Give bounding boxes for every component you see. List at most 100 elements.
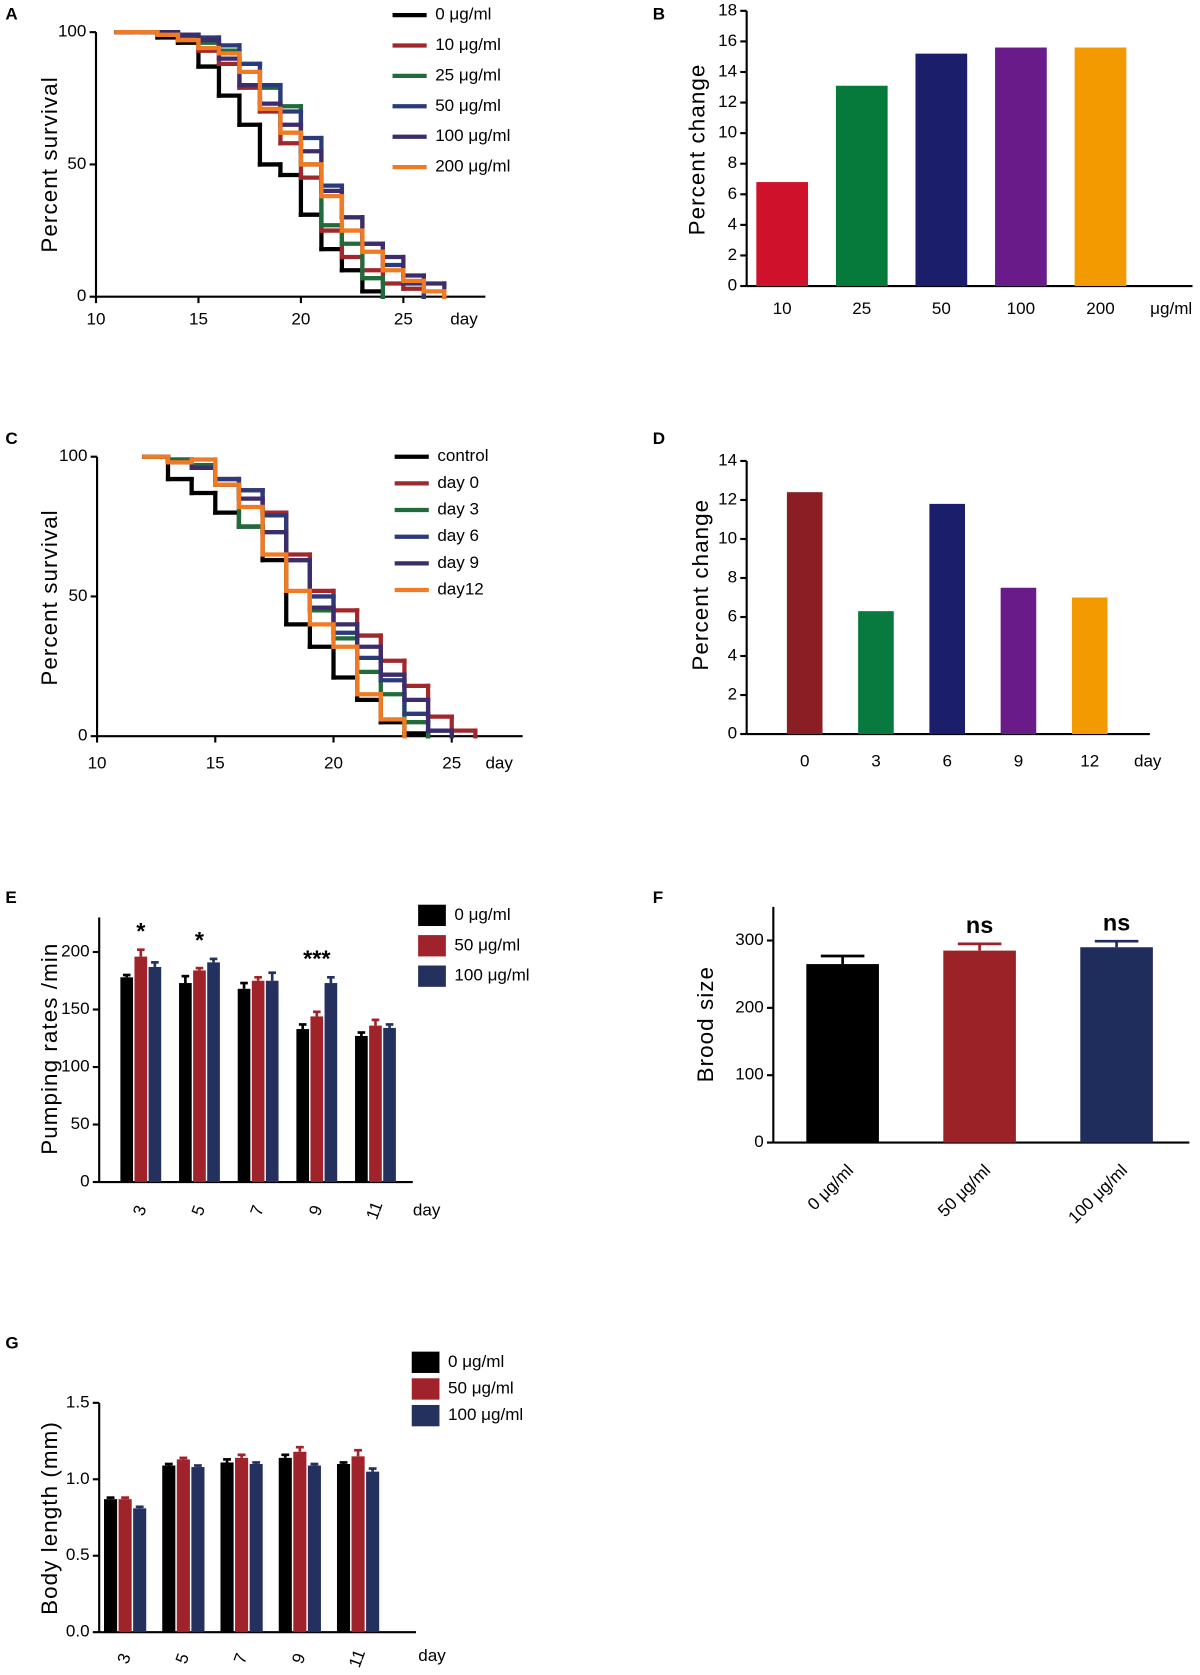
x-tick-label: 0 μg/ml bbox=[804, 1161, 857, 1214]
y-tick-label: 2 bbox=[728, 685, 737, 704]
bar bbox=[1000, 587, 1037, 735]
legend-label: 0 μg/ml bbox=[454, 905, 510, 924]
y-tick-label: 18 bbox=[718, 0, 737, 19]
x-tick-label: 9 bbox=[305, 1203, 326, 1218]
y-tick-label: 4 bbox=[728, 646, 737, 665]
bar bbox=[118, 1499, 132, 1633]
y-tick-label: 50 bbox=[68, 586, 87, 605]
x-axis-label: day bbox=[1134, 751, 1162, 770]
bar bbox=[835, 85, 888, 287]
y-tick-label: 8 bbox=[728, 567, 737, 586]
legend-label: day 0 bbox=[437, 473, 479, 492]
x-tick-label: 6 bbox=[942, 751, 951, 770]
error-bar bbox=[339, 1461, 348, 1464]
y-axis-label: Percent change bbox=[685, 64, 710, 236]
legend-label: 100 μg/ml bbox=[435, 126, 510, 145]
x-tick-label: 100 μg/ml bbox=[1064, 1161, 1131, 1228]
y-tick-label: 100 bbox=[735, 1065, 763, 1084]
x-tick-label: 5 bbox=[172, 1651, 193, 1666]
error-bar bbox=[254, 975, 262, 981]
y-tick-label: 6 bbox=[728, 184, 737, 203]
error-bar bbox=[237, 1453, 246, 1458]
y-tick-label: 50 bbox=[71, 1114, 90, 1133]
x-tick-label: 20 bbox=[324, 753, 343, 772]
bar bbox=[1080, 947, 1153, 1143]
panel-letter: D bbox=[653, 429, 665, 448]
legend-label: 50 μg/ml bbox=[435, 96, 501, 115]
error-bar bbox=[820, 954, 865, 965]
x-tick-label: 25 bbox=[394, 310, 413, 329]
y-axis-label: Body length (mm) bbox=[37, 1421, 62, 1615]
error-bar bbox=[310, 1462, 319, 1466]
y-tick-label: 14 bbox=[718, 450, 737, 469]
y-tick-label: 1.0 bbox=[66, 1469, 90, 1488]
x-tick-label: 200 bbox=[1086, 299, 1114, 318]
legend-swatch bbox=[418, 904, 446, 927]
bar bbox=[293, 1451, 307, 1633]
significance-label: ns bbox=[966, 912, 993, 938]
y-tick-label: 0 bbox=[78, 726, 87, 745]
error-bar bbox=[385, 1023, 394, 1028]
y-axis-label: Percent survival bbox=[37, 509, 62, 685]
legend-swatch bbox=[411, 1378, 440, 1400]
error-bar bbox=[368, 1467, 377, 1472]
x-tick-label: 25 bbox=[442, 753, 461, 772]
x-axis-label: day bbox=[450, 310, 478, 329]
error-bar bbox=[193, 1464, 202, 1468]
error-bar bbox=[295, 1445, 304, 1452]
error-bar bbox=[1094, 939, 1139, 948]
bar bbox=[179, 983, 192, 1183]
x-tick-label: 11 bbox=[345, 1647, 369, 1670]
legend-label: 200 μg/ml bbox=[435, 157, 510, 176]
legend-swatch bbox=[411, 1351, 440, 1373]
legend-swatch bbox=[418, 935, 446, 957]
error-bar bbox=[298, 1023, 307, 1030]
bar bbox=[307, 1465, 321, 1633]
bar bbox=[1074, 47, 1127, 287]
y-tick-label: 2 bbox=[728, 245, 737, 264]
y-tick-label: 50 bbox=[67, 154, 86, 173]
error-bar bbox=[135, 1505, 144, 1509]
y-tick-label: 100 bbox=[58, 22, 86, 41]
x-tick-label: 11 bbox=[363, 1199, 387, 1222]
y-tick-label: 0.0 bbox=[66, 1622, 90, 1641]
y-tick-label: 0 bbox=[754, 1132, 763, 1151]
error-bar bbox=[181, 974, 190, 984]
legend-label: control bbox=[437, 446, 488, 465]
y-tick-label: 300 bbox=[735, 930, 763, 949]
x-tick-label: 0 bbox=[800, 751, 809, 770]
bar bbox=[355, 1035, 368, 1183]
y-axis-label: Percent change bbox=[688, 499, 713, 671]
bar bbox=[915, 53, 968, 287]
error-bar bbox=[164, 1462, 173, 1466]
y-tick-label: 100 bbox=[59, 446, 87, 465]
error-bar bbox=[268, 971, 277, 981]
y-tick-label: 12 bbox=[718, 489, 737, 508]
bar bbox=[120, 977, 134, 1183]
panel-letter: G bbox=[5, 1334, 18, 1353]
error-bar bbox=[121, 1496, 130, 1500]
legend-swatch bbox=[418, 965, 446, 987]
x-tick-label: 7 bbox=[247, 1203, 268, 1218]
y-tick-label: 1.5 bbox=[66, 1392, 90, 1411]
error-bar bbox=[240, 981, 248, 989]
significance-label: * bbox=[136, 918, 146, 944]
x-tick-label: 5 bbox=[188, 1203, 209, 1218]
error-bar bbox=[312, 1010, 321, 1017]
x-axis-label: day bbox=[413, 1200, 441, 1219]
bar bbox=[806, 964, 879, 1143]
legend-label: 10 μg/ml bbox=[435, 35, 501, 54]
x-axis-label: day bbox=[485, 753, 513, 772]
bar bbox=[369, 1025, 382, 1183]
bar bbox=[995, 47, 1047, 287]
x-tick-label: 12 bbox=[1080, 751, 1099, 770]
x-tick-label: 10 bbox=[87, 310, 106, 329]
legend-label: day 9 bbox=[437, 553, 479, 572]
legend-label: 50 μg/ml bbox=[448, 1378, 514, 1397]
x-tick-label: 50 μg/ml bbox=[934, 1161, 994, 1221]
bar bbox=[193, 970, 206, 1183]
bar bbox=[296, 1029, 310, 1183]
bar bbox=[278, 1457, 292, 1633]
legend-label: 50 μg/ml bbox=[454, 935, 520, 954]
